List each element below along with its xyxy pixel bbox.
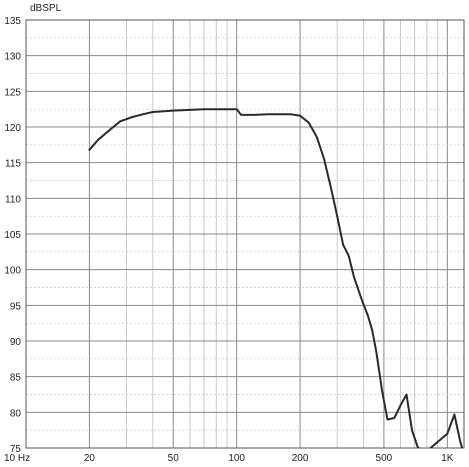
- grid-lines: [26, 20, 464, 448]
- x-tick-label: 1K: [441, 453, 454, 464]
- y-tick-labels: 135 130 125 120 115 110 105 100 95 90 85 80 75: [4, 16, 21, 455]
- x-tick-label: 100: [228, 453, 245, 464]
- x-tick-label: 500: [376, 453, 393, 464]
- x-tick-label: 200: [292, 453, 309, 464]
- series-line: [88, 108, 464, 448]
- y-tick-label: 85: [10, 373, 22, 384]
- y-tick-label: 115: [5, 159, 21, 170]
- x-tick-label: 50: [168, 453, 180, 464]
- y-axis-label: dBSPL: [30, 3, 62, 14]
- y-tick-label: 120: [4, 123, 21, 134]
- x-tick-label: 10 Hz: [4, 453, 30, 464]
- y-tick-label: 100: [4, 266, 21, 277]
- y-tick-label: 110: [5, 194, 21, 205]
- y-tick-label: 75: [10, 444, 22, 455]
- y-tick-label: 135: [4, 16, 21, 27]
- y-tick-label: 125: [4, 87, 21, 98]
- x-tick-labels: 10 Hz 20 50 100 200 500 1K: [4, 453, 454, 464]
- x-tick-label: 20: [84, 453, 96, 464]
- y-tick-label: 90: [10, 337, 22, 348]
- y-tick-label: 95: [10, 301, 22, 312]
- y-tick-label: 130: [4, 52, 21, 63]
- y-tick-label: 80: [10, 408, 22, 419]
- plot-border: [25, 19, 465, 449]
- series-group: [88, 108, 464, 448]
- y-tick-label: 105: [4, 230, 21, 241]
